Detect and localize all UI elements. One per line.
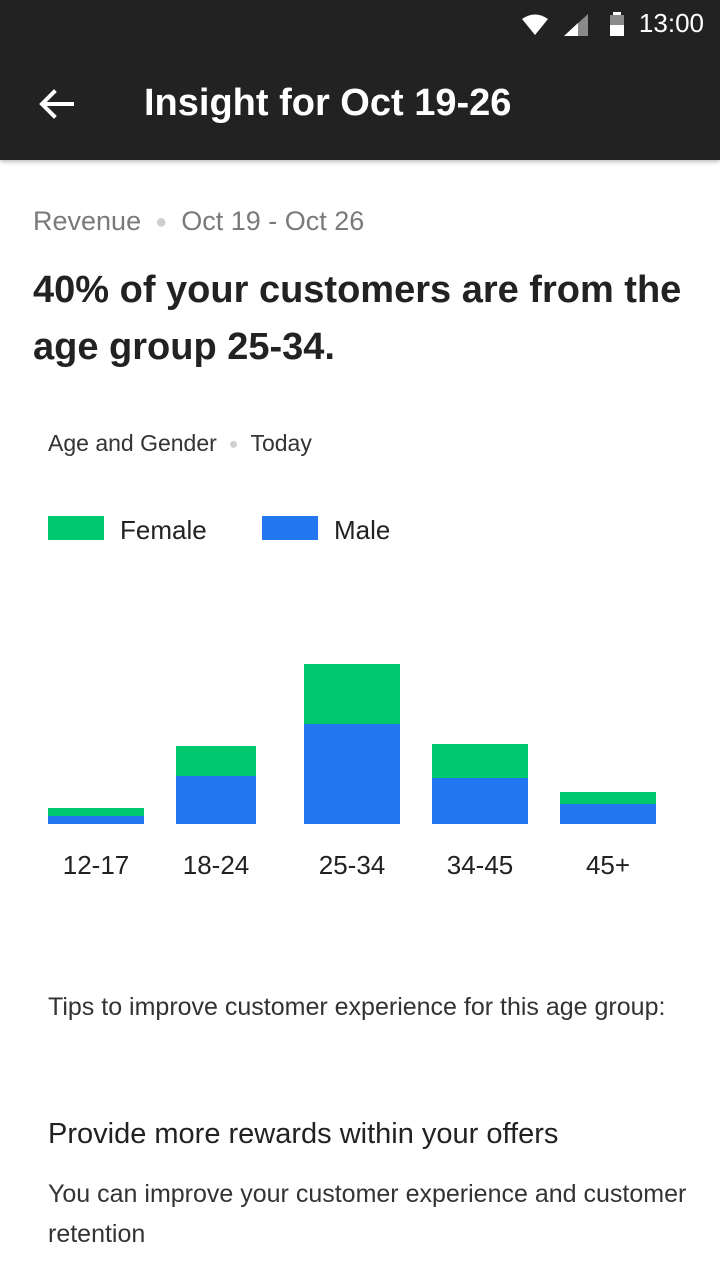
separator-dot: ●	[228, 435, 239, 453]
bar-male-25-34	[304, 724, 400, 824]
separator-dot: ●	[155, 211, 168, 234]
x-tick-label: 18-24	[183, 850, 250, 880]
legend-swatch-male	[262, 516, 318, 540]
bar-male-34-45	[432, 778, 528, 824]
bar-female-34-45	[432, 744, 528, 778]
bar-female-12-17	[48, 808, 144, 816]
summary-meta: Revenue ● Oct 19 - Oct 26	[33, 206, 364, 237]
app-bar: Insight for Oct 19-26	[0, 48, 720, 160]
chart-period: Today	[250, 430, 312, 456]
bar-female-25-34	[304, 664, 400, 724]
legend-swatch-female	[48, 516, 104, 540]
tips-intro: Tips to improve customer experience for …	[48, 993, 666, 1021]
age-gender-chart: 12-17 18-24 25-34 34-45 45+	[48, 664, 656, 880]
battery-icon	[610, 12, 624, 36]
wifi-icon	[522, 14, 548, 35]
chart-header: Age and Gender ● Today	[48, 430, 312, 457]
legend-label-female: Female	[120, 515, 207, 545]
bar-female-18-24	[176, 746, 256, 776]
status-bar: 13:00	[0, 0, 720, 48]
x-tick-label: 12-17	[63, 850, 130, 880]
tip-title: Provide more rewards within your offers	[48, 1118, 559, 1150]
tip-body: You can improve your customer experience…	[48, 1180, 687, 1248]
bar-male-18-24	[176, 776, 256, 824]
x-tick-label: 45+	[586, 850, 630, 880]
page-title: Insight for Oct 19-26	[144, 82, 512, 124]
x-tick-label: 34-45	[447, 850, 514, 880]
bar-female-45plus	[560, 792, 656, 804]
legend-label-male: Male	[334, 515, 391, 545]
x-tick-label: 25-34	[319, 850, 386, 880]
bar-male-45plus	[560, 804, 656, 824]
status-time: 13:00	[638, 8, 704, 38]
chart-label: Age and Gender	[48, 430, 217, 456]
back-button[interactable]	[28, 76, 84, 132]
date-range: Oct 19 - Oct 26	[181, 206, 365, 236]
metric-label: Revenue	[33, 206, 142, 236]
arrow-left-icon	[39, 89, 74, 119]
bar-male-12-17	[48, 816, 144, 824]
insight-headline: 40% of your customers are from the age g…	[33, 269, 682, 368]
cellular-signal-icon	[564, 14, 588, 36]
